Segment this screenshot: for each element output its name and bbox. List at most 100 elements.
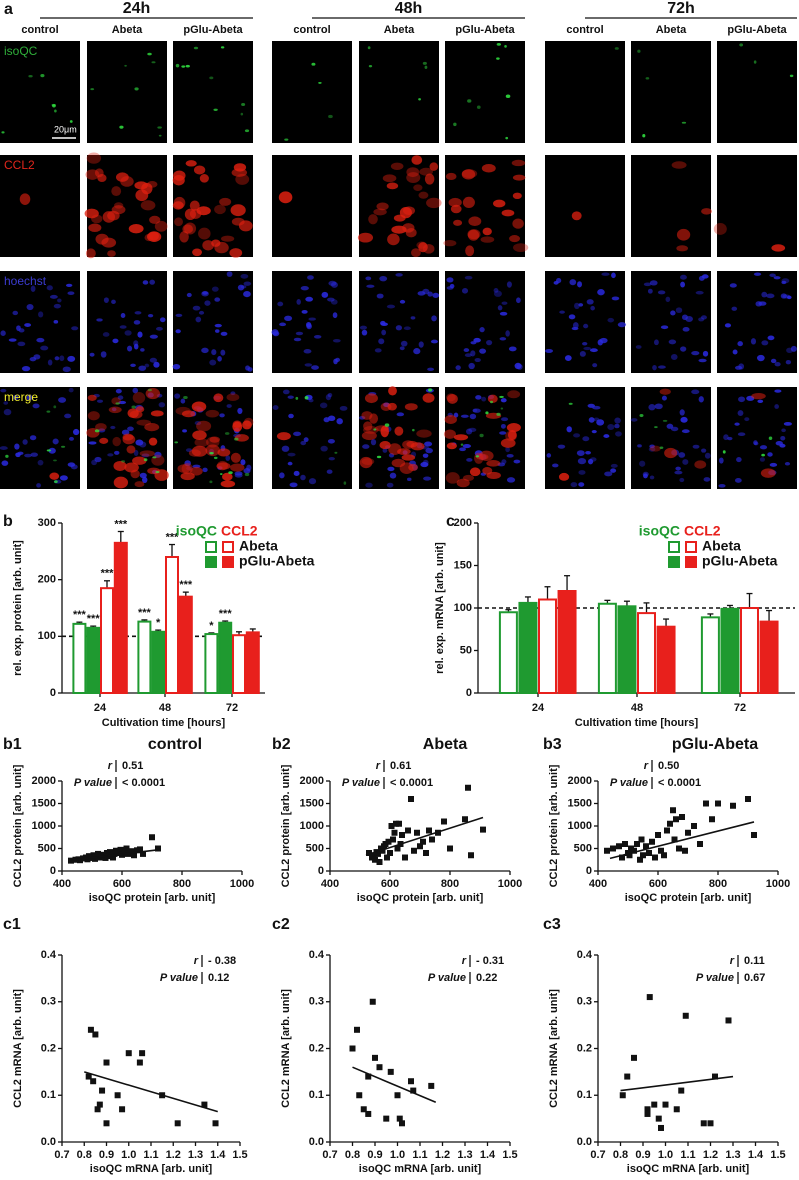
point — [399, 832, 405, 838]
cell — [658, 365, 666, 369]
x-tick-label: 1.0 — [390, 1149, 405, 1161]
cell — [665, 296, 671, 303]
cell — [591, 430, 597, 434]
cell — [237, 284, 245, 291]
cell — [115, 388, 122, 394]
cell — [185, 64, 190, 68]
y-tick-label: 1500 — [568, 797, 592, 809]
cell — [175, 329, 181, 334]
cell — [753, 441, 759, 446]
cell — [143, 458, 148, 462]
bar — [86, 626, 101, 694]
cell — [493, 290, 502, 297]
cell — [615, 431, 622, 437]
cell — [566, 426, 572, 433]
cell — [288, 413, 294, 419]
micrograph — [359, 271, 440, 373]
point — [616, 843, 622, 850]
cell — [193, 46, 199, 50]
cell — [308, 317, 316, 321]
stat-label: P value — [342, 777, 380, 789]
cell — [506, 454, 514, 458]
point — [685, 829, 691, 836]
legend-swatch — [685, 541, 697, 553]
point — [697, 841, 703, 847]
point — [619, 1092, 626, 1099]
cell — [767, 452, 773, 457]
point — [123, 845, 130, 852]
y-tick-label: 1000 — [568, 820, 592, 832]
y-axis-label: rel. exp. protein [arb. unit] — [12, 540, 24, 676]
cell — [327, 415, 336, 422]
cell — [384, 423, 390, 427]
condition-label: pGlu-Abeta — [455, 24, 515, 36]
cell — [231, 168, 248, 177]
cell — [277, 301, 284, 307]
cell — [88, 441, 97, 445]
micrograph-background — [272, 41, 352, 143]
cell — [734, 422, 740, 426]
cell — [429, 162, 439, 171]
micrograph-background — [445, 271, 525, 373]
cell — [576, 450, 585, 456]
cell — [753, 60, 757, 64]
cell — [62, 366, 71, 373]
cell — [14, 443, 20, 450]
y-tick-label: 0.4 — [41, 949, 57, 961]
cell — [289, 482, 298, 488]
cell — [660, 325, 669, 330]
cell — [72, 428, 80, 436]
y-tick-label: 0.3 — [577, 996, 592, 1008]
cell — [676, 228, 691, 241]
cell — [789, 74, 794, 78]
cell — [382, 174, 397, 183]
cell — [617, 322, 627, 328]
cell — [386, 482, 394, 488]
cell — [557, 444, 566, 449]
cell — [670, 426, 679, 432]
cell — [159, 317, 166, 323]
point — [391, 829, 398, 836]
point — [622, 841, 628, 847]
cell — [134, 311, 142, 315]
cell — [151, 61, 156, 64]
cell — [701, 274, 709, 279]
point — [114, 1092, 121, 1099]
x-tick-label: 1.4 — [748, 1149, 764, 1161]
cell — [558, 472, 570, 481]
cell — [154, 220, 168, 232]
cell — [376, 293, 384, 299]
point — [90, 1078, 97, 1085]
point — [405, 827, 411, 834]
cell — [649, 280, 658, 286]
cell — [573, 433, 581, 438]
cell — [504, 45, 507, 48]
point — [631, 847, 637, 854]
cell — [357, 232, 374, 243]
point — [107, 849, 113, 856]
legend-group: CCL2 — [221, 523, 258, 539]
y-tick-label: 2000 — [568, 775, 592, 787]
x-axis-label: isoQC mRNA [arb. unit] — [90, 1163, 213, 1175]
cell — [243, 281, 252, 286]
chart-title: Abeta — [423, 736, 468, 753]
cell — [111, 407, 117, 412]
cell — [134, 481, 145, 488]
cell — [24, 323, 32, 328]
cell — [209, 480, 213, 484]
cell — [759, 445, 768, 450]
cell — [445, 472, 460, 484]
cell — [0, 388, 7, 393]
point — [634, 841, 640, 847]
fit-line — [365, 816, 484, 857]
cell — [681, 429, 690, 434]
panel-label: b2 — [272, 736, 291, 753]
cell — [614, 47, 619, 50]
cell — [589, 348, 598, 353]
stat-label: r — [644, 760, 649, 772]
cell — [365, 482, 373, 488]
cell — [496, 412, 501, 416]
cell — [453, 219, 463, 226]
cell — [571, 326, 579, 331]
cell — [339, 405, 348, 411]
